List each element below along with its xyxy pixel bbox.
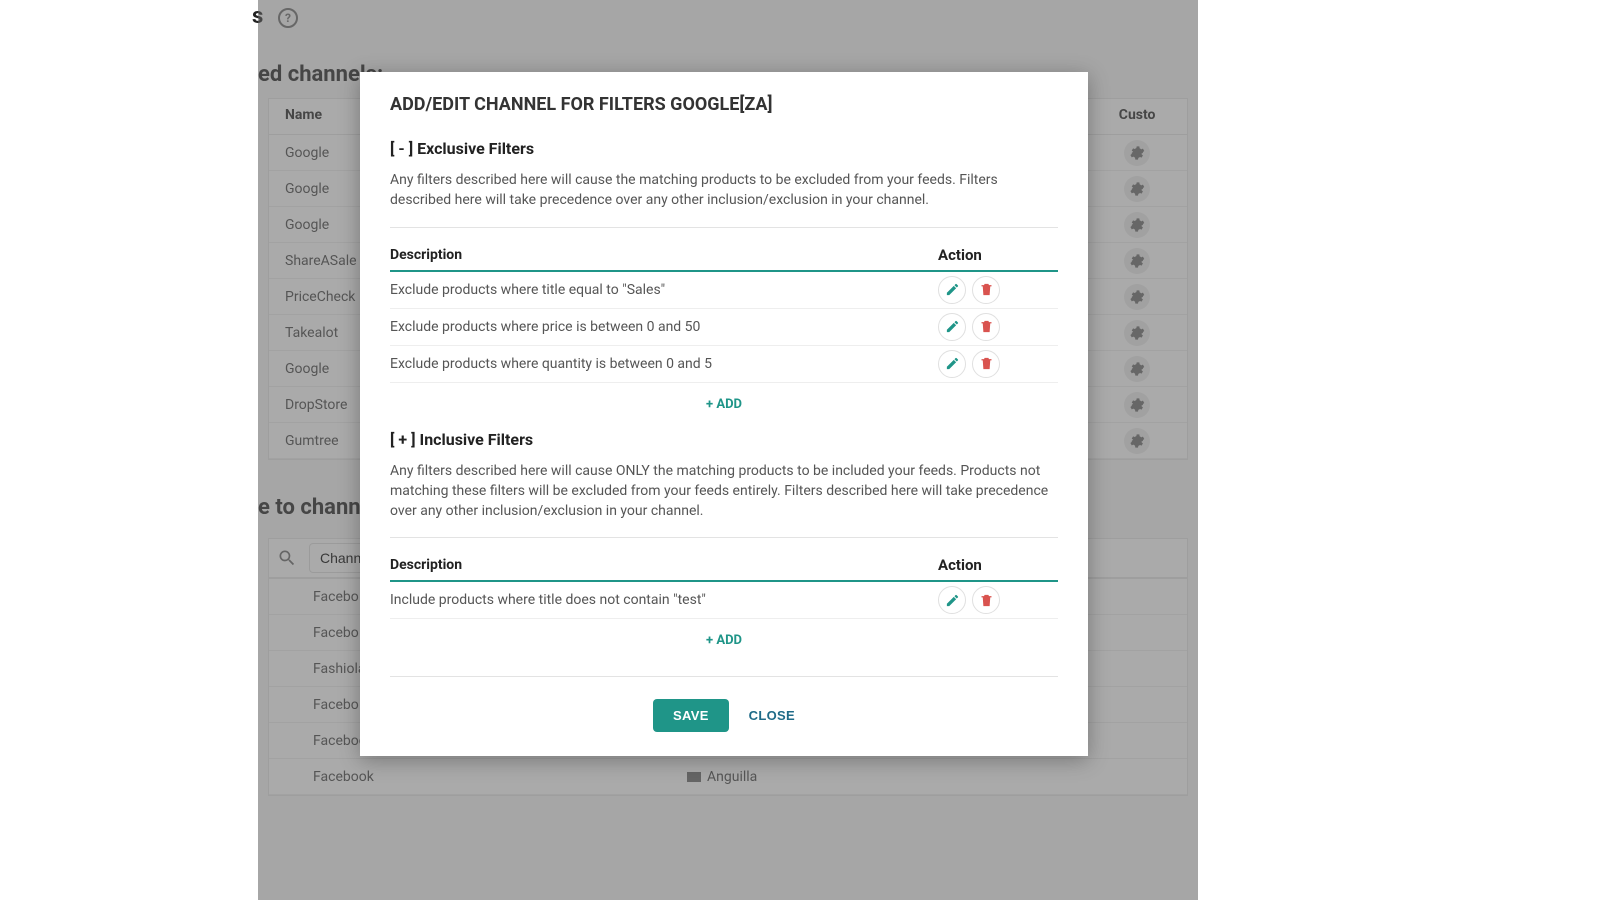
delete-button[interactable] bbox=[972, 276, 1000, 304]
filter-row: Exclude products where title equal to "S… bbox=[390, 272, 1058, 309]
inclusive-col-description: Description bbox=[390, 557, 938, 573]
exclusive-heading: [ - ] Exclusive Filters bbox=[390, 139, 1058, 158]
edit-button[interactable] bbox=[938, 313, 966, 341]
exclusive-description: Any filters described here will cause th… bbox=[390, 170, 1058, 211]
delete-button[interactable] bbox=[972, 350, 1000, 378]
edit-button[interactable] bbox=[938, 350, 966, 378]
filter-description: Include products where title does not co… bbox=[390, 592, 938, 608]
edit-button[interactable] bbox=[938, 276, 966, 304]
delete-button[interactable] bbox=[972, 586, 1000, 614]
inclusive-col-action: Action bbox=[938, 556, 1058, 574]
exclusive-col-action: Action bbox=[938, 246, 1058, 264]
filter-modal: ADD/EDIT CHANNEL FOR FILTERS GOOGLE[ZA] … bbox=[360, 72, 1088, 756]
pencil-icon bbox=[945, 319, 960, 334]
inclusive-heading: [ + ] Inclusive Filters bbox=[390, 430, 1058, 449]
pencil-icon bbox=[945, 593, 960, 608]
modal-footer: SAVE CLOSE bbox=[390, 676, 1058, 732]
modal-title: ADD/EDIT CHANNEL FOR FILTERS GOOGLE[ZA] bbox=[390, 94, 1058, 115]
filter-row: Include products where title does not co… bbox=[390, 582, 1058, 619]
trash-icon bbox=[979, 356, 994, 371]
trash-icon bbox=[979, 282, 994, 297]
inclusive-description: Any filters described here will cause ON… bbox=[390, 461, 1058, 522]
filter-description: Exclude products where title equal to "S… bbox=[390, 282, 938, 298]
filter-row: Exclude products where quantity is betwe… bbox=[390, 346, 1058, 383]
edit-button[interactable] bbox=[938, 586, 966, 614]
trash-icon bbox=[979, 319, 994, 334]
exclusive-add-button[interactable]: + ADD bbox=[390, 383, 1058, 430]
delete-button[interactable] bbox=[972, 313, 1000, 341]
exclusive-table-header: Description Action bbox=[390, 242, 1058, 272]
pencil-icon bbox=[945, 356, 960, 371]
inclusive-add-button[interactable]: + ADD bbox=[390, 619, 1058, 666]
close-button[interactable]: CLOSE bbox=[749, 708, 795, 723]
pencil-icon bbox=[945, 282, 960, 297]
filter-description: Exclude products where quantity is betwe… bbox=[390, 356, 938, 372]
save-button[interactable]: SAVE bbox=[653, 699, 729, 732]
filter-row: Exclude products where price is between … bbox=[390, 309, 1058, 346]
trash-icon bbox=[979, 593, 994, 608]
inclusive-table-header: Description Action bbox=[390, 552, 1058, 582]
filter-description: Exclude products where price is between … bbox=[390, 319, 938, 335]
exclusive-col-description: Description bbox=[390, 247, 938, 263]
